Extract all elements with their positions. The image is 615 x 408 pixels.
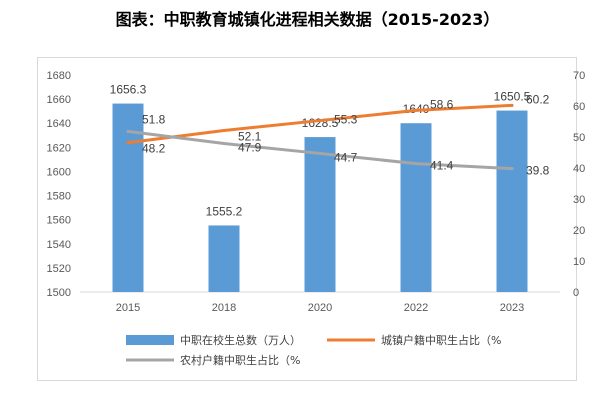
bar [304, 137, 336, 292]
line-data-label: 51.8 [142, 112, 166, 126]
line-data-label: 48.2 [142, 142, 166, 156]
series-point [510, 103, 514, 107]
left-axis-tick-label: 1580 [47, 191, 71, 203]
right-axis-tick-label: 70 [573, 70, 585, 82]
line-data-label: 44.7 [334, 150, 358, 164]
line-data-label: 47.9 [238, 141, 262, 155]
legend-label: 农村户籍中职生占比（% [180, 353, 300, 367]
chart-title: 图表：中职教育城镇化进程相关数据（2015-2023） [115, 10, 500, 29]
legend-swatch [126, 335, 174, 345]
x-axis-tick-label: 2018 [212, 302, 236, 314]
bar [400, 123, 432, 292]
left-axis-tick-label: 1680 [47, 70, 71, 82]
bar [112, 103, 144, 293]
left-axis-tick-label: 1640 [47, 118, 71, 130]
x-axis-tick-label: 2022 [404, 302, 428, 314]
bar [496, 110, 528, 292]
left-axis-tick-label: 1560 [47, 215, 71, 227]
series-point [510, 167, 514, 171]
series-point [126, 141, 130, 145]
left-axis-tick-label: 1520 [47, 263, 71, 275]
bar [208, 225, 240, 292]
right-axis-tick-label: 0 [573, 287, 579, 299]
left-axis-tick-label: 1600 [47, 166, 71, 178]
legend-label: 中职在校生总数（万人） [180, 333, 301, 347]
line-data-label: 60.2 [526, 92, 550, 106]
left-axis-tick-label: 1660 [47, 94, 71, 106]
line-data-label: 39.8 [526, 164, 550, 178]
left-axis-tick-label: 1540 [47, 239, 71, 251]
series-point [318, 119, 322, 123]
right-axis-tick-label: 40 [573, 163, 585, 175]
series-point [414, 108, 418, 112]
series-point [222, 142, 226, 146]
bar-data-label: 1650.5 [494, 90, 531, 104]
bar-data-label: 1555.2 [206, 204, 243, 218]
series-point [318, 151, 322, 155]
legend-label: 城镇户籍中职生占比（% [381, 333, 501, 347]
line-data-label: 41.4 [430, 159, 454, 173]
x-axis-tick-label: 2023 [500, 302, 524, 314]
right-axis-tick-label: 10 [573, 256, 585, 268]
right-axis-tick-label: 20 [573, 225, 585, 237]
right-axis-tick-label: 30 [573, 194, 585, 206]
bar-data-label: 1656.3 [110, 83, 147, 97]
line-data-label: 58.6 [430, 97, 454, 111]
chart-frame [37, 57, 577, 381]
x-axis-tick-label: 2020 [308, 302, 332, 314]
line-data-label: 55.3 [334, 113, 358, 127]
series-point [414, 162, 418, 166]
left-axis-tick-label: 1500 [47, 287, 71, 299]
line-data-label: 52.1 [238, 129, 262, 143]
right-axis-tick-label: 50 [573, 132, 585, 144]
right-axis-tick-label: 60 [573, 101, 585, 113]
series-point [126, 129, 130, 133]
series-point [222, 128, 226, 132]
x-axis-tick-label: 2015 [116, 302, 140, 314]
left-axis-tick-label: 1620 [47, 142, 71, 154]
